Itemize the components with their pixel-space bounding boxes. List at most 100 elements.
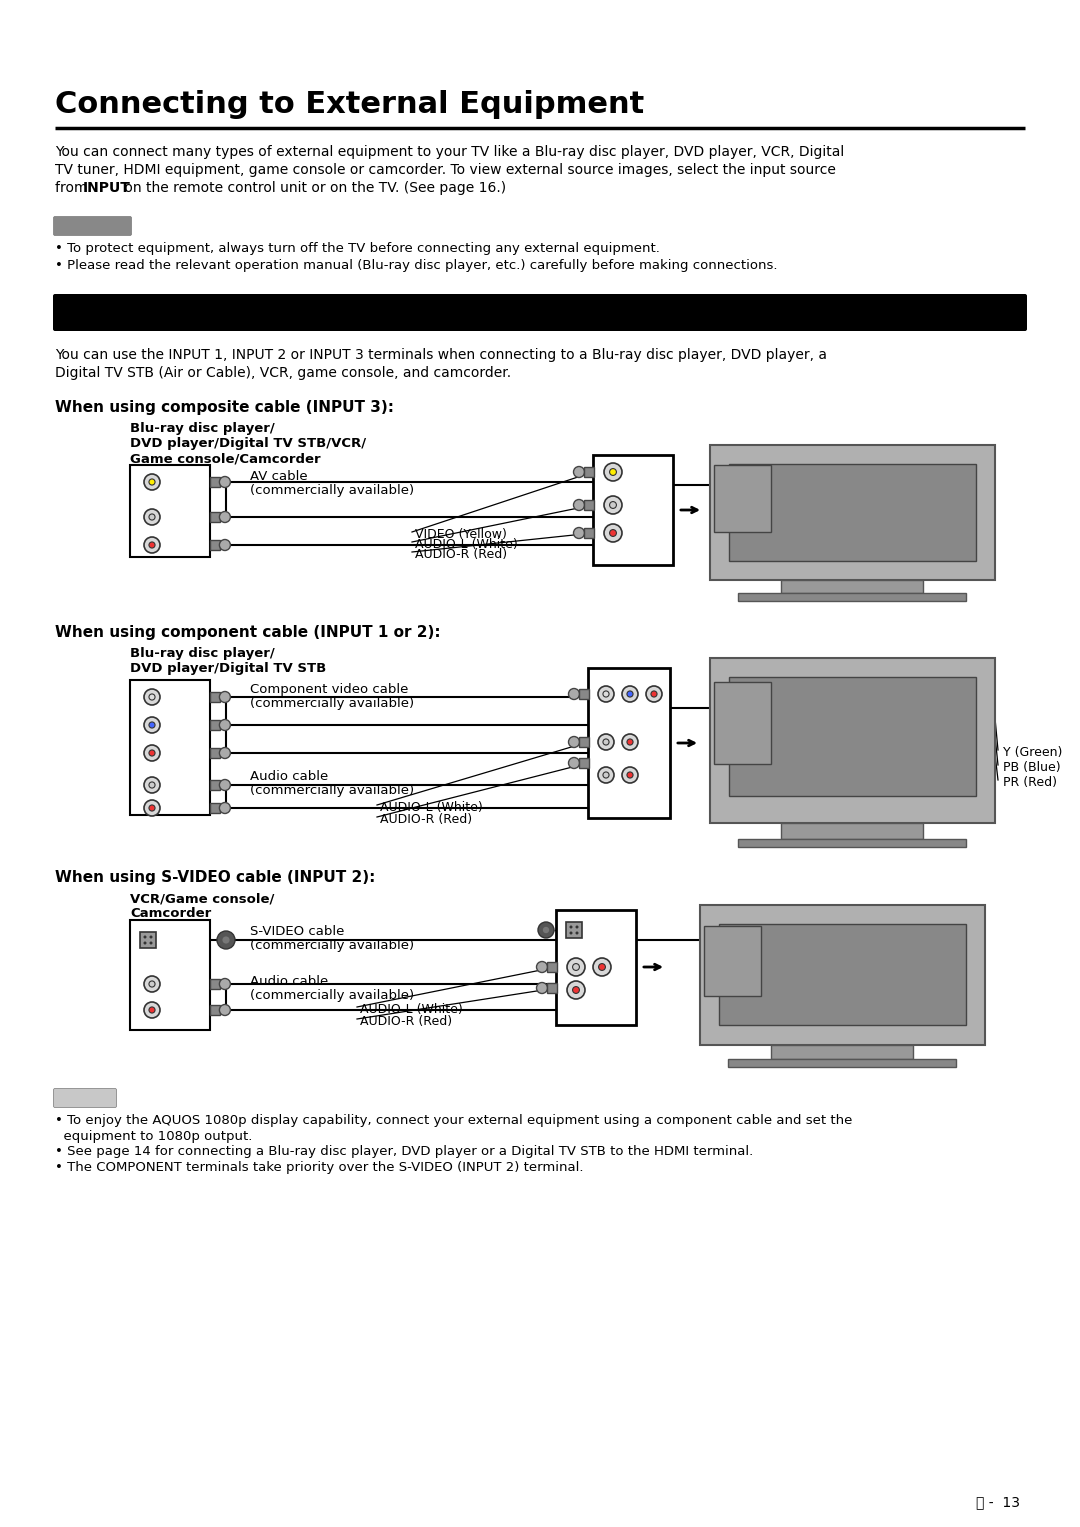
Bar <box>588 667 670 818</box>
Circle shape <box>622 686 638 702</box>
Text: COMPO-: COMPO- <box>592 670 618 676</box>
Text: S-VIDEO cable: S-VIDEO cable <box>249 925 345 938</box>
Text: AUDIO: AUDIO <box>135 531 156 536</box>
Bar <box>729 676 976 796</box>
Circle shape <box>538 922 554 938</box>
Text: • Please read the relevant operation manual (Blu-ray disc player, etc.) carefull: • Please read the relevant operation man… <box>55 260 778 272</box>
Bar <box>729 464 976 562</box>
Circle shape <box>149 942 152 945</box>
Text: AUDIO-L (White): AUDIO-L (White) <box>415 538 517 551</box>
Circle shape <box>609 530 617 536</box>
Text: DVD player/Digital TV STB: DVD player/Digital TV STB <box>130 663 326 675</box>
Circle shape <box>219 719 230 730</box>
Bar <box>566 922 582 938</box>
Text: Game console/Camcorder: Game console/Camcorder <box>130 452 321 466</box>
Bar <box>781 823 923 838</box>
Circle shape <box>144 942 147 945</box>
Circle shape <box>219 979 230 989</box>
Text: S-VIDEO: S-VIDEO <box>559 913 584 918</box>
Text: Pr: Pr <box>616 757 622 764</box>
Text: (commercially available): (commercially available) <box>249 989 414 1002</box>
Text: Connecting to External Equipment: Connecting to External Equipment <box>55 90 645 119</box>
Circle shape <box>567 957 585 976</box>
Text: AV cable: AV cable <box>249 470 308 483</box>
Text: VIDEO: VIDEO <box>597 458 619 464</box>
Text: PB (Blue): PB (Blue) <box>1003 760 1061 774</box>
Text: Y: Y <box>592 709 596 713</box>
Text: Pr: Pr <box>134 738 141 747</box>
Text: AUDIO: AUDIO <box>559 950 580 954</box>
Text: Audio cable: Audio cable <box>249 976 328 988</box>
Circle shape <box>144 718 160 733</box>
Text: • To enjoy the AQUOS 1080p display capability, connect your external equipment u: • To enjoy the AQUOS 1080p display capab… <box>55 1115 852 1127</box>
Text: DVD player/Digital TV STB/VCR/: DVD player/Digital TV STB/VCR/ <box>130 437 366 450</box>
Text: Pb: Pb <box>134 710 144 719</box>
Text: Component video cable: Component video cable <box>249 683 408 696</box>
Text: equipment to 1080p output.: equipment to 1080p output. <box>55 1130 253 1144</box>
Text: AUDIO-R (Red): AUDIO-R (Red) <box>360 1015 453 1028</box>
Text: from: from <box>55 182 92 195</box>
Circle shape <box>144 689 160 705</box>
Text: VIDEO: VIDEO <box>135 467 157 473</box>
Text: S-VIDEO: S-VIDEO <box>133 922 159 928</box>
Bar <box>704 925 761 996</box>
Bar <box>728 1060 956 1067</box>
Bar <box>210 476 220 487</box>
Text: Pb: Pb <box>592 757 599 764</box>
Circle shape <box>627 773 633 779</box>
Circle shape <box>149 515 156 521</box>
Circle shape <box>651 690 657 696</box>
Circle shape <box>219 512 230 522</box>
Circle shape <box>627 739 633 745</box>
Text: • The COMPONENT terminals take priority over the S-VIDEO (INPUT 2) terminal.: • The COMPONENT terminals take priority … <box>55 1161 583 1174</box>
Text: INPUT 3: INPUT 3 <box>596 550 631 559</box>
Circle shape <box>576 931 579 935</box>
Text: NENT: NENT <box>592 678 609 683</box>
Bar <box>546 983 557 993</box>
Bar <box>130 919 210 1031</box>
Circle shape <box>573 499 584 510</box>
Text: INPUT 1: INPUT 1 <box>590 800 624 809</box>
Bar <box>700 906 985 1044</box>
Circle shape <box>219 1005 230 1015</box>
Text: Connecting Audiovisual Equipment: Connecting Audiovisual Equipment <box>70 301 454 321</box>
Bar <box>710 444 995 580</box>
Circle shape <box>219 539 230 551</box>
Text: AUDIO-L (White): AUDIO-L (White) <box>380 802 483 814</box>
Text: Blu-ray disc player/: Blu-ray disc player/ <box>130 421 274 435</box>
Circle shape <box>217 931 235 948</box>
Circle shape <box>604 496 622 515</box>
FancyBboxPatch shape <box>54 1089 117 1107</box>
Circle shape <box>646 686 662 702</box>
Text: When using composite cable (INPUT 3):: When using composite cable (INPUT 3): <box>55 400 394 415</box>
Text: (commercially available): (commercially available) <box>249 783 414 797</box>
Circle shape <box>219 692 230 702</box>
Bar <box>210 979 220 989</box>
Circle shape <box>144 1002 160 1019</box>
Bar <box>714 466 771 531</box>
Text: R: R <box>134 799 138 805</box>
Bar <box>210 512 220 522</box>
Bar <box>210 780 220 789</box>
Text: (commercially available): (commercially available) <box>249 484 414 496</box>
Circle shape <box>149 722 156 728</box>
Text: Pb: Pb <box>616 709 623 713</box>
Text: Audio cable: Audio cable <box>249 770 328 783</box>
Text: (commercially available): (commercially available) <box>249 939 414 951</box>
Bar <box>719 924 966 1025</box>
Bar <box>130 466 210 557</box>
Bar <box>738 592 966 602</box>
Circle shape <box>604 524 622 542</box>
Circle shape <box>219 803 230 814</box>
Bar <box>781 580 923 592</box>
Circle shape <box>627 690 633 696</box>
Circle shape <box>219 476 230 487</box>
Bar <box>579 738 589 747</box>
Circle shape <box>149 693 156 699</box>
Text: L: L <box>134 767 138 773</box>
Text: Pr: Pr <box>640 709 646 713</box>
Text: INPUT: INPUT <box>83 182 131 195</box>
Text: (commercially available): (commercially available) <box>249 696 414 710</box>
Bar <box>710 658 995 823</box>
Circle shape <box>144 976 160 993</box>
